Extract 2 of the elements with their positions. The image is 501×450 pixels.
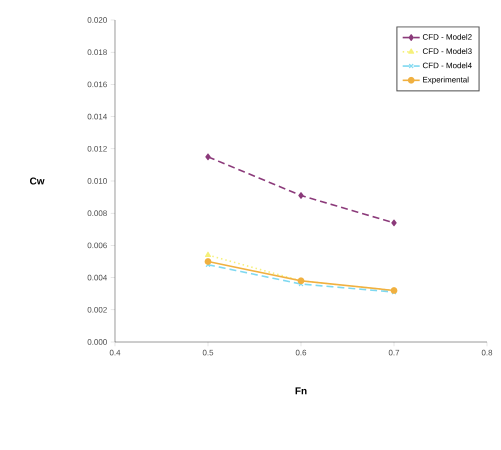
x-axis-title: Fn xyxy=(296,387,306,394)
y-axis-title: Cw xyxy=(30,177,45,185)
